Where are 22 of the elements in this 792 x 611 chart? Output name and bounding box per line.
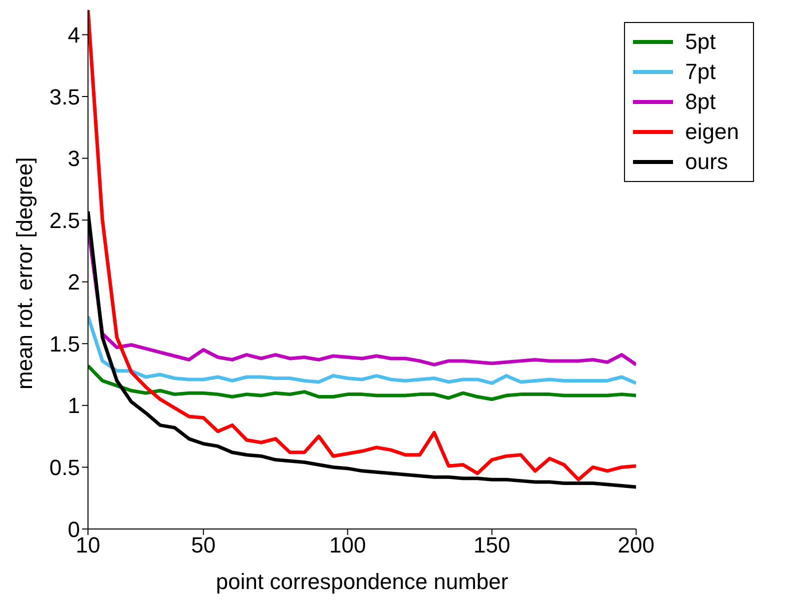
legend-label: 7pt — [685, 58, 716, 86]
x-tick-label: 200 — [618, 532, 655, 558]
y-tick-label: 3.5 — [49, 84, 80, 110]
y-tick-label: 2.5 — [49, 208, 80, 233]
legend-label: ours — [685, 148, 728, 176]
line-series — [88, 10, 636, 482]
x-axis-title: point correspondence number — [216, 569, 508, 594]
line-series — [88, 364, 636, 401]
y-tick-label: 1.5 — [49, 331, 80, 356]
x-tick-label: 150 — [474, 532, 510, 558]
y-tick-label: 4 — [68, 22, 80, 48]
y-tick-label: 2 — [68, 270, 80, 295]
legend-label: 8pt — [685, 88, 716, 116]
x-tick-label: 50 — [191, 532, 216, 558]
y-tick-label: 3 — [68, 146, 80, 172]
y-axis-title: mean rot. error [degree] — [12, 157, 37, 390]
y-tick-label: 0.5 — [49, 455, 80, 480]
legend-label: 5pt — [685, 28, 716, 56]
y-tick-label: 1 — [68, 393, 80, 418]
legend-label: eigen — [685, 118, 739, 146]
x-tick-label: 100 — [329, 532, 366, 558]
line-series — [88, 314, 636, 385]
